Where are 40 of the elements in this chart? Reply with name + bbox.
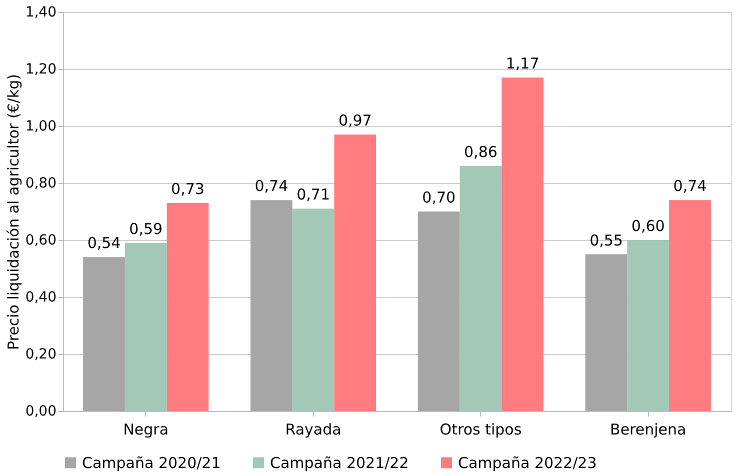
data-label: 0,74	[673, 177, 707, 196]
x-tick-label: Otros tipos	[440, 420, 522, 438]
y-tick-label: 0,80	[25, 176, 56, 192]
y-tick-label: 1,00	[25, 118, 56, 134]
bar	[83, 257, 125, 411]
data-label: 0,71	[296, 186, 330, 204]
bar	[292, 208, 334, 411]
data-label: 0,86	[464, 142, 498, 161]
x-tick-label: Berenjena	[610, 420, 686, 438]
y-axis-title: Precio liquidación al agricultor (€/kg)	[4, 74, 22, 350]
data-label: 0,55	[590, 231, 623, 250]
data-label: 0,73	[171, 180, 204, 198]
bar	[124, 242, 167, 411]
data-label: 0,54	[87, 234, 121, 252]
bar	[250, 200, 292, 411]
bar	[418, 212, 460, 411]
bar	[502, 78, 544, 411]
bar	[585, 254, 628, 411]
bar	[460, 166, 502, 411]
y-tick-label: 1,20	[25, 62, 56, 78]
bar	[166, 202, 209, 411]
legend-label: Campaña 2022/23	[458, 454, 597, 472]
data-label: 0,59	[129, 220, 163, 238]
data-label: 0,74	[254, 177, 288, 196]
legend-label: Campaña 2021/22	[270, 454, 409, 472]
data-label: 1,17	[506, 54, 540, 73]
y-tick-label: 1,40	[25, 4, 56, 20]
x-tick-label: Rayada	[285, 420, 342, 438]
legend-label: Campaña 2020/21	[82, 454, 221, 472]
y-tick-label: 0,20	[25, 346, 56, 362]
data-label: 0,60	[631, 217, 665, 235]
bar	[627, 240, 670, 411]
y-tick-label: 0,60	[25, 232, 56, 248]
x-tick-label: Negra	[123, 420, 169, 438]
bar	[334, 134, 376, 411]
y-tick-label: 0,40	[25, 290, 56, 306]
data-label: 0,97	[338, 112, 372, 130]
bar	[669, 200, 711, 411]
data-label: 0,70	[422, 188, 456, 206]
y-tick-label: 0,00	[25, 404, 56, 420]
